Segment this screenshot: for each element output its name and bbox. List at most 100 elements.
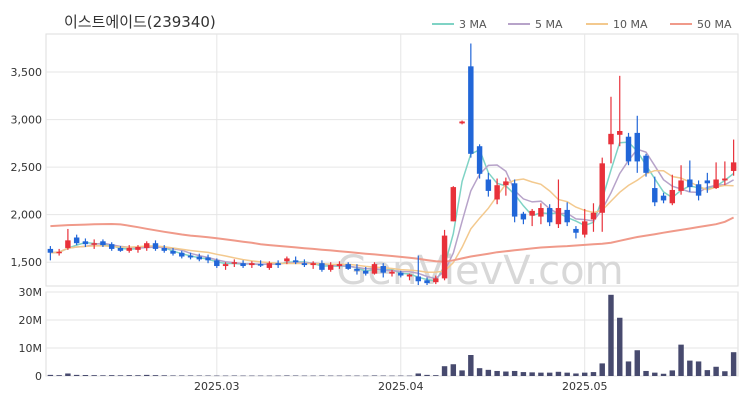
volume-bar (257, 375, 264, 377)
candle-body (468, 66, 474, 154)
candle-body (135, 247, 141, 250)
volume-bar (389, 375, 395, 377)
price-tick-label: 3,500 (11, 66, 43, 79)
candle-body (327, 265, 334, 270)
volume-bar (406, 375, 413, 377)
candle (485, 172, 492, 197)
volume-bar (433, 375, 439, 376)
candle-body (546, 208, 553, 223)
candle-body (354, 268, 360, 271)
candle-body (240, 263, 246, 267)
candle-body (503, 181, 509, 186)
candle (187, 252, 194, 260)
volume-bar (91, 375, 97, 376)
candle-body (634, 132, 640, 162)
candle-body (494, 185, 500, 200)
volume-bar (415, 373, 421, 376)
candle-body (406, 274, 413, 277)
volume-bar (599, 363, 605, 376)
candle (249, 261, 255, 268)
volume-bar (56, 375, 62, 376)
candle (91, 239, 97, 249)
candle (476, 144, 483, 179)
candle-body (643, 155, 649, 173)
volume-bar (581, 372, 588, 376)
legend-label: 10 MA (613, 18, 648, 31)
candle (135, 245, 141, 253)
candle-body (459, 121, 465, 124)
candle (581, 208, 588, 238)
volume-panel-frame (45, 291, 739, 377)
grid-lines (45, 33, 739, 377)
volume-tick-label: 30M (19, 286, 43, 299)
volume-bar (573, 373, 579, 376)
candle (310, 261, 316, 269)
volume-bar (669, 370, 676, 376)
candle-body (205, 257, 211, 261)
volume-bar (590, 372, 597, 376)
candle (240, 260, 246, 268)
candle-body (371, 264, 378, 274)
candle-body (617, 130, 623, 135)
candle (371, 262, 378, 275)
candle (433, 275, 439, 285)
candle-body (520, 213, 527, 220)
candle-body (284, 258, 290, 262)
candle (257, 260, 264, 267)
candle (529, 208, 535, 227)
volume-bar (100, 375, 106, 376)
candle-body (722, 178, 728, 181)
volume-bar (187, 375, 194, 376)
volume-bar (170, 375, 176, 376)
candle-body (704, 180, 711, 184)
volume-bar (266, 375, 273, 377)
candle-body (573, 228, 579, 233)
volume-bar (222, 375, 229, 377)
volume-bar (73, 374, 80, 376)
candle (152, 240, 159, 251)
volume-bar (713, 366, 719, 376)
legend-label: 5 MA (535, 18, 563, 31)
candle (47, 246, 54, 261)
volume-bar (538, 372, 544, 376)
candle-body (65, 240, 71, 248)
candle-body (389, 271, 395, 274)
candle (625, 132, 632, 166)
volume-bar (678, 344, 684, 376)
candle (468, 43, 474, 158)
candle (450, 186, 457, 222)
candle (555, 179, 562, 228)
candle-body (555, 208, 562, 225)
candle (564, 202, 570, 227)
candle (608, 96, 614, 164)
candle (354, 264, 360, 275)
price-tick-label: 3,000 (11, 114, 43, 127)
volume-bar (608, 294, 614, 376)
candle (284, 256, 290, 265)
volume-bars (47, 294, 737, 377)
volume-bar (275, 375, 281, 377)
volume-bar (617, 317, 623, 376)
candle (380, 263, 386, 278)
volume-bar (240, 375, 246, 377)
candle (65, 228, 71, 250)
candle-body (144, 243, 150, 248)
candle-body (170, 250, 176, 254)
volume-bar (135, 375, 141, 376)
candle-body (275, 263, 281, 266)
volume-tick-label: 20M (19, 314, 43, 327)
candle (214, 258, 220, 268)
candle (546, 204, 553, 227)
candle (704, 172, 711, 193)
legend-entry: 3 MA (432, 18, 487, 31)
candle (441, 229, 448, 281)
candle-body (161, 247, 167, 251)
volume-bar (652, 372, 658, 376)
candle (170, 247, 176, 256)
volume-tick-label: 10M (19, 342, 43, 355)
volume-bar (179, 375, 185, 376)
candle-body (214, 260, 220, 267)
candle-body (152, 243, 159, 249)
volume-bar (494, 370, 500, 376)
